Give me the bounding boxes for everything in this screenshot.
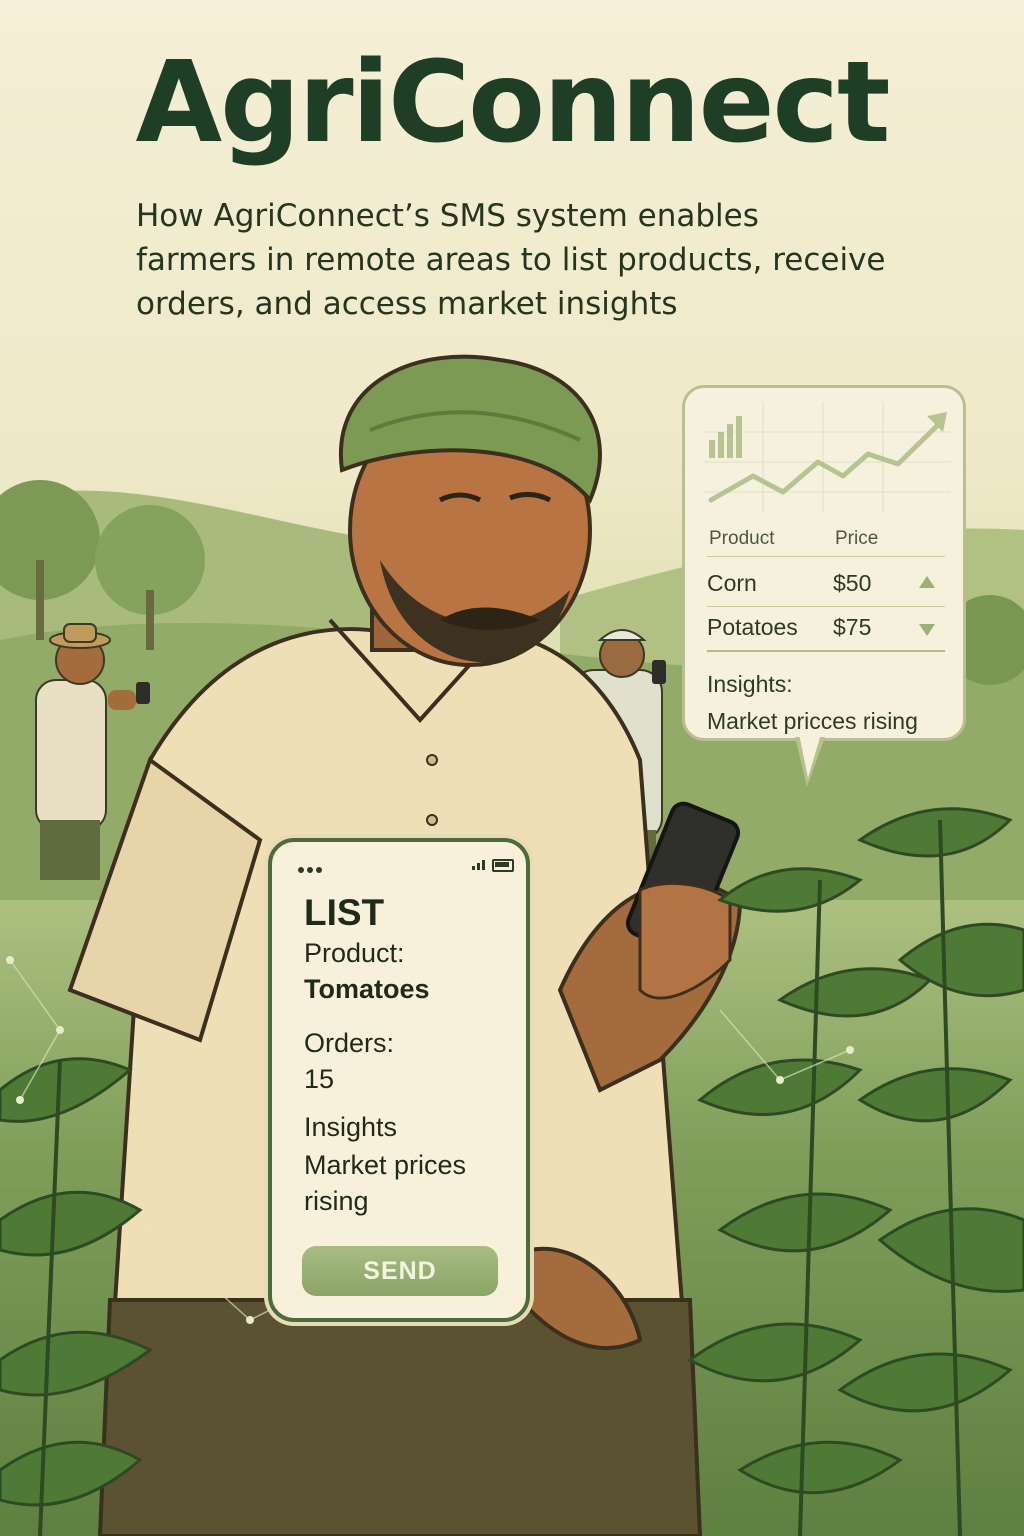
farmer-turban (338, 354, 602, 504)
leaf-stems (38, 819, 962, 1536)
trend-down-icon (919, 624, 935, 636)
menu-dots-icon (298, 860, 325, 878)
sms-insights-text: Market prices (304, 1150, 467, 1180)
battery-icon (492, 859, 514, 872)
sms-orders-value: 15 (304, 1064, 335, 1094)
tree (0, 480, 100, 600)
subtitle: How AgriConnect’s SMS system enables far… (136, 194, 956, 326)
farmer-beard (380, 560, 570, 663)
trend-up-icon (919, 576, 935, 588)
row-price: $75 (833, 614, 872, 640)
insights-label: Insights: (707, 671, 793, 697)
subtitle-line: farmers in remote areas to list products… (136, 242, 886, 278)
row-divider (707, 606, 945, 607)
farmer-mustache (440, 607, 540, 630)
subtitle-line: How AgriConnect’s SMS system enables (136, 198, 759, 234)
market-insights-card: Product Price Corn $50 Potatoes $75 Insi… (682, 385, 966, 787)
network-nodes (6, 956, 854, 1324)
signal-icon (472, 860, 485, 870)
column-header-price: Price (835, 528, 879, 549)
send-button[interactable]: SEND (302, 1246, 498, 1296)
sms-insights-label: Insights (304, 1112, 398, 1142)
sms-insights-text: rising (304, 1186, 369, 1216)
sms-product-value: Tomatoes (304, 974, 430, 1004)
row-divider (707, 650, 945, 652)
subtitle-line: orders, and access market insights (136, 286, 678, 322)
row-product: Potatoes (707, 614, 798, 640)
insights-text: Market pricces rising (707, 708, 918, 734)
background-farmer-left (35, 623, 150, 880)
farmer-lower-hand (528, 1246, 643, 1350)
row-product: Corn (707, 570, 757, 596)
tree (95, 505, 205, 615)
row-price: $50 (833, 570, 872, 596)
main-farmer (67, 354, 743, 1536)
sms-product-label: Product: (304, 938, 405, 968)
trend-up-chart-icon (703, 402, 951, 512)
sms-command: LIST (304, 892, 385, 933)
app-title: AgriConnect (135, 38, 891, 168)
column-header-product: Product (709, 528, 775, 549)
sms-phone-screen: LIST Product: Tomatoes Orders: 15 Insigh… (268, 838, 530, 1322)
farmer-left-sleeve (67, 756, 263, 1043)
row-divider (707, 556, 945, 557)
sms-orders-label: Orders: (304, 1028, 395, 1058)
